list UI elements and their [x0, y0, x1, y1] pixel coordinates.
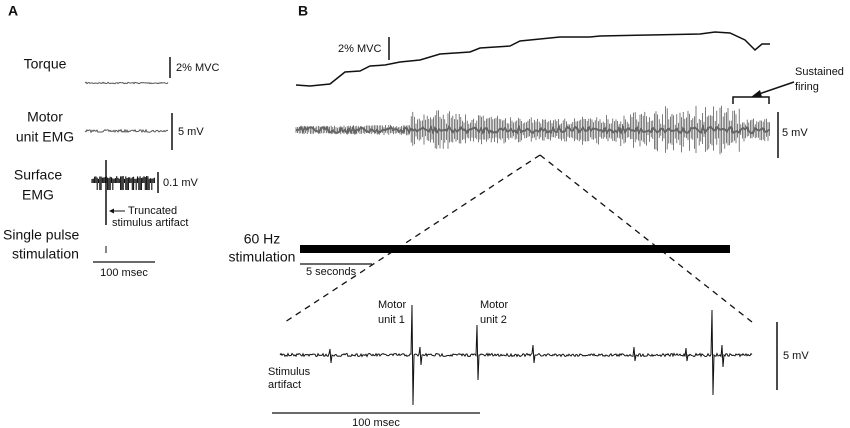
- stimulation-bar: [300, 245, 730, 253]
- zoom-line: [284, 154, 541, 323]
- annotation: unit 1: [378, 314, 405, 326]
- arrowhead: [109, 208, 114, 214]
- annotation: Stimulus: [268, 366, 311, 378]
- row-label: Motor: [27, 109, 63, 125]
- row-label: 60 Hz: [244, 231, 281, 247]
- row-label: stimulation: [12, 246, 79, 262]
- row-label: EMG: [22, 187, 54, 203]
- emg-baseline: [295, 124, 770, 136]
- scale-label: 0.1 mV: [163, 177, 199, 189]
- panel-letter: B: [298, 3, 308, 19]
- scale-label: 5 mV: [178, 126, 204, 138]
- torque-trace: [84, 81, 169, 85]
- scale-label: 100 msec: [100, 267, 148, 279]
- annotation: stimulus artifact: [112, 217, 188, 229]
- torque-trace: [295, 31, 770, 87]
- row-label: stimulation: [229, 249, 296, 265]
- zoom-line: [539, 154, 753, 323]
- annotation: Motor: [378, 299, 406, 311]
- scale-label: 5 seconds: [306, 266, 357, 278]
- annotation: artifact: [268, 379, 301, 391]
- row-label: Surface: [14, 167, 62, 183]
- row-label: Single pulse: [3, 227, 79, 243]
- arrowhead: [751, 90, 762, 97]
- annotation: firing: [795, 81, 819, 93]
- scale-label: 5 mV: [783, 350, 809, 362]
- scale-label: 100 msec: [352, 417, 400, 428]
- annotation: Truncated: [128, 205, 177, 217]
- arrow: [755, 81, 795, 96]
- bracket: [732, 96, 770, 104]
- panel-letter: A: [8, 3, 18, 19]
- row-label: Torque: [24, 56, 67, 72]
- annotation: unit 2: [480, 314, 507, 326]
- annotation: Sustained: [795, 66, 844, 78]
- traces: [84, 31, 770, 406]
- scale-label: 5 mV: [782, 127, 808, 139]
- scale-label: 2% MVC: [338, 43, 381, 55]
- scale-label: 2% MVC: [176, 62, 219, 74]
- row-label: unit EMG: [16, 129, 74, 145]
- surface-emg-trace: [91, 176, 155, 190]
- emg-trace: [84, 128, 169, 134]
- annotation: Motor: [480, 299, 508, 311]
- inset-trace: [279, 304, 753, 406]
